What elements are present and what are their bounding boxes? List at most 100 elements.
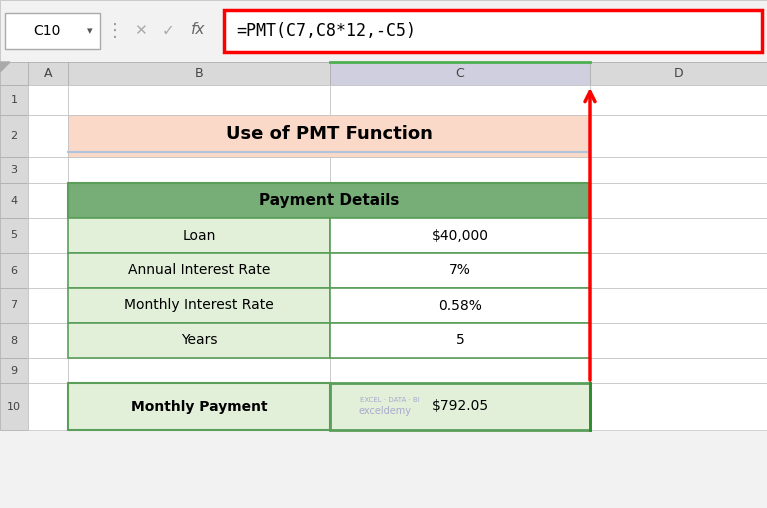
Bar xyxy=(68,358,330,383)
Text: ✓: ✓ xyxy=(162,23,174,39)
Bar xyxy=(0,358,28,383)
Text: 5: 5 xyxy=(456,333,464,347)
Text: ⋮: ⋮ xyxy=(106,22,124,40)
Text: 3: 3 xyxy=(11,165,18,175)
Text: 0.58%: 0.58% xyxy=(438,299,482,312)
Bar xyxy=(330,85,590,115)
Text: ▾: ▾ xyxy=(87,26,93,36)
Text: Loan: Loan xyxy=(183,229,216,242)
Bar xyxy=(330,383,590,430)
Bar xyxy=(590,85,767,115)
Bar xyxy=(28,115,68,157)
Text: Monthly Interest Rate: Monthly Interest Rate xyxy=(124,299,274,312)
Text: 9: 9 xyxy=(11,365,18,375)
Bar xyxy=(330,383,590,430)
Bar xyxy=(68,218,330,253)
Text: =PMT(C7,C8*12,-C5): =PMT(C7,C8*12,-C5) xyxy=(236,22,416,40)
Text: B: B xyxy=(195,67,203,80)
Bar xyxy=(330,288,590,323)
Text: Annual Interest Rate: Annual Interest Rate xyxy=(128,264,270,277)
Bar xyxy=(330,218,590,253)
Text: D: D xyxy=(673,67,683,80)
Bar xyxy=(330,115,590,157)
Bar xyxy=(0,0,767,62)
Bar xyxy=(590,157,767,183)
Bar xyxy=(330,253,590,288)
Text: 7: 7 xyxy=(11,301,18,310)
Bar xyxy=(28,383,68,430)
Text: Years: Years xyxy=(181,333,217,347)
Text: C: C xyxy=(456,67,464,80)
Text: Payment Details: Payment Details xyxy=(258,193,399,208)
Bar xyxy=(590,358,767,383)
Bar xyxy=(0,383,28,430)
Bar xyxy=(330,62,590,85)
Bar xyxy=(330,218,590,253)
Bar xyxy=(0,85,28,115)
Text: fx: fx xyxy=(191,22,206,38)
Bar xyxy=(0,62,28,85)
Bar xyxy=(28,253,68,288)
Bar xyxy=(224,10,762,52)
Bar xyxy=(590,183,767,218)
Text: $792.05: $792.05 xyxy=(431,399,489,414)
Bar xyxy=(590,253,767,288)
Bar xyxy=(330,358,590,383)
Bar xyxy=(68,115,590,157)
Bar xyxy=(68,218,330,253)
Bar xyxy=(68,288,330,323)
Bar xyxy=(590,115,767,157)
Bar xyxy=(590,218,767,253)
Bar xyxy=(28,85,68,115)
Bar xyxy=(0,157,28,183)
Text: 8: 8 xyxy=(11,335,18,345)
Bar xyxy=(5,13,100,49)
Text: 4: 4 xyxy=(11,196,18,206)
Bar xyxy=(590,62,767,85)
Text: C10: C10 xyxy=(33,24,60,38)
Bar xyxy=(28,62,68,85)
Bar xyxy=(0,183,28,218)
Polygon shape xyxy=(0,62,10,72)
Bar xyxy=(68,383,330,430)
Bar xyxy=(330,183,590,218)
Bar xyxy=(68,323,330,358)
Bar xyxy=(0,218,28,253)
Text: 6: 6 xyxy=(11,266,18,275)
Bar xyxy=(330,253,590,288)
Bar xyxy=(68,183,590,218)
Bar xyxy=(28,218,68,253)
Bar xyxy=(68,115,330,157)
Bar xyxy=(0,288,28,323)
Bar xyxy=(68,62,330,85)
Text: exceldemy: exceldemy xyxy=(358,406,412,417)
Bar xyxy=(28,323,68,358)
Bar xyxy=(28,183,68,218)
Bar xyxy=(0,115,28,157)
Text: EXCEL · DATA · BI: EXCEL · DATA · BI xyxy=(360,397,420,402)
Bar xyxy=(28,288,68,323)
Bar xyxy=(68,253,330,288)
Bar xyxy=(330,323,590,358)
Bar xyxy=(28,358,68,383)
Text: 7%: 7% xyxy=(449,264,471,277)
Bar xyxy=(330,323,590,358)
Bar xyxy=(68,323,330,358)
Bar xyxy=(68,253,330,288)
Bar xyxy=(68,183,330,218)
Bar xyxy=(330,288,590,323)
Bar xyxy=(330,157,590,183)
Bar xyxy=(0,323,28,358)
Bar xyxy=(68,383,330,430)
Text: Use of PMT Function: Use of PMT Function xyxy=(225,125,433,143)
Bar xyxy=(28,157,68,183)
Bar xyxy=(590,383,767,430)
Text: A: A xyxy=(44,67,52,80)
Text: 10: 10 xyxy=(7,401,21,411)
Text: $40,000: $40,000 xyxy=(432,229,489,242)
Text: Monthly Payment: Monthly Payment xyxy=(130,399,268,414)
Bar xyxy=(68,85,330,115)
Bar xyxy=(590,288,767,323)
Text: 1: 1 xyxy=(11,95,18,105)
Text: 2: 2 xyxy=(11,131,18,141)
